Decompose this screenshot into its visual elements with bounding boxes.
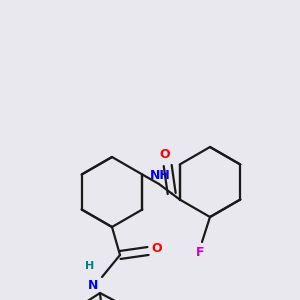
Text: O: O [151,242,162,256]
Text: NH: NH [150,169,170,182]
Text: H: H [85,261,94,271]
Text: F: F [196,246,204,259]
Text: O: O [159,148,170,161]
Text: N: N [88,279,98,292]
